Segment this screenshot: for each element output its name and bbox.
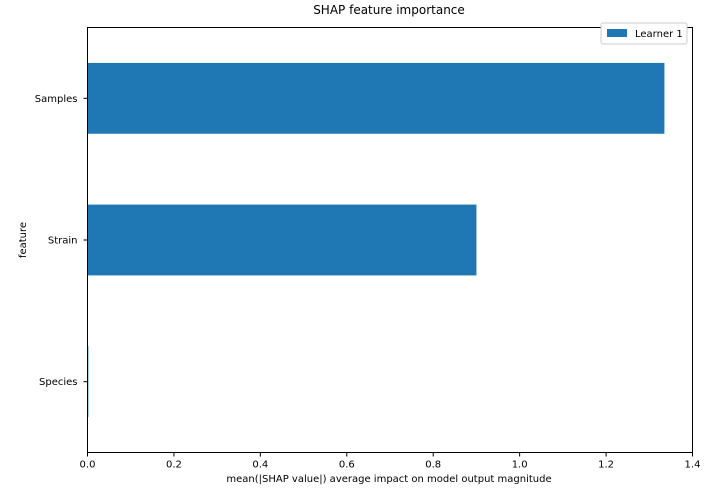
x-tick-label: 1.2 (598, 460, 614, 471)
x-tick-label: 0.0 (80, 460, 96, 471)
legend-label: Learner 1 (635, 29, 683, 40)
x-tick-label: 0.4 (252, 460, 268, 471)
x-ticks-group: 0.0 0.2 0.4 0.6 0.8 1.0 1.2 1.4 (80, 452, 701, 471)
x-tick-label: 0.6 (339, 460, 355, 471)
y-axis-title: feature (18, 222, 29, 258)
x-axis-title: mean(|SHAP value|) average impact on mod… (226, 474, 551, 485)
bar-samples (87, 62, 665, 134)
y-tick-label-species: Species (39, 377, 78, 388)
x-tick-label: 0.8 (425, 460, 441, 471)
x-tick-label: 1.0 (512, 460, 528, 471)
chart-title: SHAP feature importance (313, 3, 465, 17)
legend: Learner 1 (600, 22, 688, 45)
legend-box (600, 22, 688, 45)
plot-frame (87, 27, 693, 453)
x-tick-label: 0.2 (166, 460, 182, 471)
y-tick-label-samples: Samples (35, 94, 78, 105)
bars-group (87, 62, 665, 418)
y-ticks-group: Samples Strain Species (35, 94, 88, 388)
legend-swatch (607, 29, 627, 37)
bar-strain (87, 204, 477, 276)
y-tick-label-strain: Strain (48, 236, 78, 247)
x-tick-label: 1.4 (685, 460, 701, 471)
